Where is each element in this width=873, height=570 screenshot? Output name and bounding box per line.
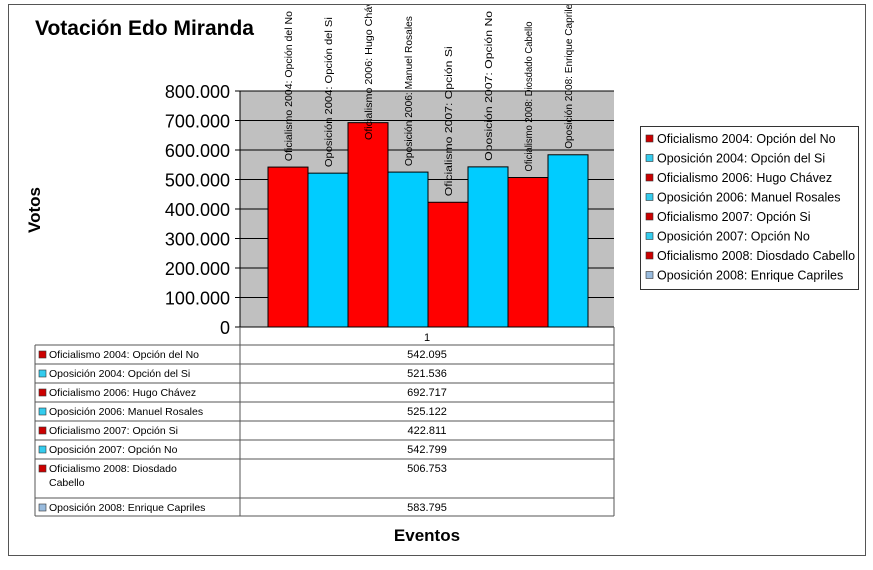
table-value: 506.753 (407, 463, 447, 475)
table-row-label: Oposición 2006: Manuel Rosales (49, 406, 203, 418)
legend-item: Oposición 2004: Opción del Si (657, 152, 825, 166)
bar (467, 166, 509, 328)
legend-item: Oficialismo 2004: Opción del No (657, 132, 836, 146)
table-legend-swatch (38, 445, 47, 454)
legend-item: Oposición 2006: Manuel Rosales (657, 191, 840, 205)
bar (387, 171, 429, 328)
table-value: 692.717 (407, 387, 447, 399)
legend-box (640, 126, 859, 290)
table-legend-swatch (38, 426, 47, 435)
legend-item: Oposición 2007: Opción No (657, 230, 810, 244)
legend-swatch (645, 251, 654, 260)
y-tick-label: 100.000 (165, 289, 230, 309)
legend-swatch (645, 173, 654, 182)
category-label: 1 (424, 332, 430, 344)
y-tick-label: 700.000 (165, 112, 230, 132)
table-legend-swatch (38, 388, 47, 397)
bar (547, 154, 589, 328)
data-label: Oficialismo 2006: Hugo Chávez (364, 0, 375, 140)
legend-item: Oficialismo 2007: Opción Si (657, 210, 811, 224)
bar (267, 166, 309, 328)
table-value: 542.799 (407, 444, 447, 456)
table-legend-swatch (38, 350, 47, 359)
table-legend-swatch (38, 464, 47, 473)
table-legend-swatch (38, 369, 47, 378)
data-label: Oficialismo 2008: Diosdado Cabello (524, 21, 535, 171)
data-label: Oposición 2006: Manuel Rosales (404, 16, 415, 166)
legend-item: Oficialismo 2008: Diosdado Cabello (657, 249, 855, 263)
legend-item: Oposición 2008: Enrique Capriles (657, 269, 843, 283)
data-label: Oposición 2008: Enrique Capriles (564, 0, 575, 149)
legend-swatch (645, 154, 654, 162)
table-row-label: Oposición 2007: Opción No (49, 444, 178, 456)
bar (307, 172, 349, 328)
chart-title: Votación Edo Miranda (35, 17, 254, 40)
table-value: 422.811 (408, 425, 447, 437)
y-tick-label: 200.000 (165, 259, 230, 279)
table-value: 521.536 (407, 368, 447, 380)
y-tick-label: 500.000 (165, 171, 230, 191)
data-label: Oposición 2007: Opción No (484, 10, 495, 161)
table-row-label: Oficialismo 2004: Opción del No (49, 349, 199, 361)
table-row-label: Oposición 2004: Opción del Si (49, 368, 190, 380)
y-tick-label: 400.000 (165, 200, 230, 220)
legend-swatch (645, 212, 654, 221)
table-row-label: Oposición 2008: Enrique Capriles (49, 502, 205, 514)
table-row-label: Oficialismo 2008: Diosdado Cabello (49, 463, 177, 489)
table-value: 542.095 (407, 349, 447, 361)
bar (347, 122, 389, 328)
legend-swatch (645, 193, 654, 201)
legend-swatch (645, 271, 654, 279)
table-legend-swatch (38, 503, 47, 512)
legend-item: Oficialismo 2006: Hugo Chávez (657, 171, 832, 185)
y-tick-label: 800.000 (165, 82, 230, 102)
legend-swatch (645, 134, 654, 143)
data-labels: Oficialismo 2004: Opción del No Oposición… (284, 0, 575, 196)
data-label: Oficialismo 2004: Opción del No (284, 11, 295, 161)
x-axis-label: Eventos (394, 526, 460, 545)
table-legend-swatch (38, 407, 47, 416)
legend-swatch (645, 232, 654, 240)
data-label: Oposición 2004: Opción del Si (324, 17, 335, 167)
y-axis-label: Votos (25, 187, 44, 233)
y-tick-label: 600.000 (165, 141, 230, 161)
data-label: Oficialismo 2007: Opción Si (444, 46, 455, 196)
y-tick-label: 300.000 (165, 230, 230, 250)
y-tick-label: 0 (220, 318, 230, 338)
table-row-label: Oficialismo 2007: Opción Si (49, 425, 178, 437)
bar (427, 201, 469, 328)
table-value: 583.795 (407, 502, 447, 514)
table-row-label: Oficialismo 2006: Hugo Chávez (49, 387, 196, 399)
table-value: 525.122 (407, 406, 447, 418)
bar (507, 177, 549, 328)
